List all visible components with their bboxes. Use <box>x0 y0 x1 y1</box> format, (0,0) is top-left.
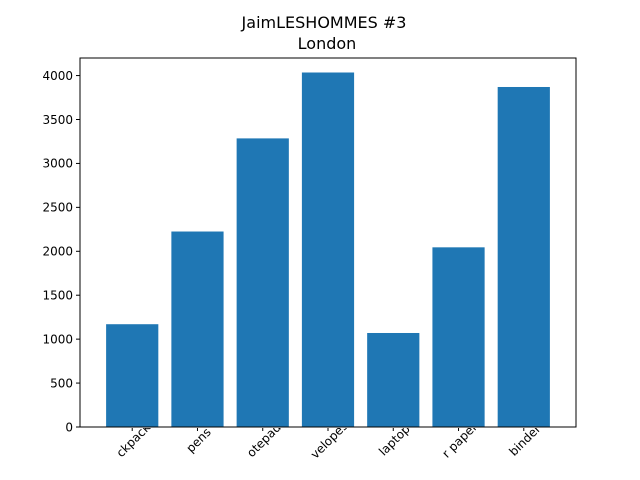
bar-backpack <box>106 324 159 427</box>
y-tick-label: 500 <box>50 376 73 390</box>
y-tick-label: 2000 <box>42 245 73 259</box>
y-tick-label: 4000 <box>42 69 73 83</box>
bars-group <box>106 72 550 428</box>
bar-paper-paper <box>432 247 485 427</box>
y-axis: 0 500 1000 1500 2000 2500 3000 3500 4000 <box>42 69 80 434</box>
y-tick-label: 2500 <box>42 201 73 215</box>
x-tick-label: pens <box>183 425 213 455</box>
y-tick-label: 3000 <box>42 157 73 171</box>
bar-laptop <box>367 332 420 427</box>
y-tick-label: 1500 <box>42 289 73 303</box>
chart-subtitle: London <box>298 34 357 53</box>
bar-pens <box>171 231 224 427</box>
plot-frame <box>79 57 577 428</box>
y-tick-label: 1000 <box>42 332 73 346</box>
bar-binder <box>497 86 550 428</box>
chart-title: JaimLESHOMMES #3 <box>241 13 407 32</box>
y-tick-label: 3500 <box>42 113 73 127</box>
bar-envelopes <box>301 72 355 427</box>
y-tick-label: 0 <box>65 420 73 434</box>
bar-notepad <box>236 138 289 427</box>
